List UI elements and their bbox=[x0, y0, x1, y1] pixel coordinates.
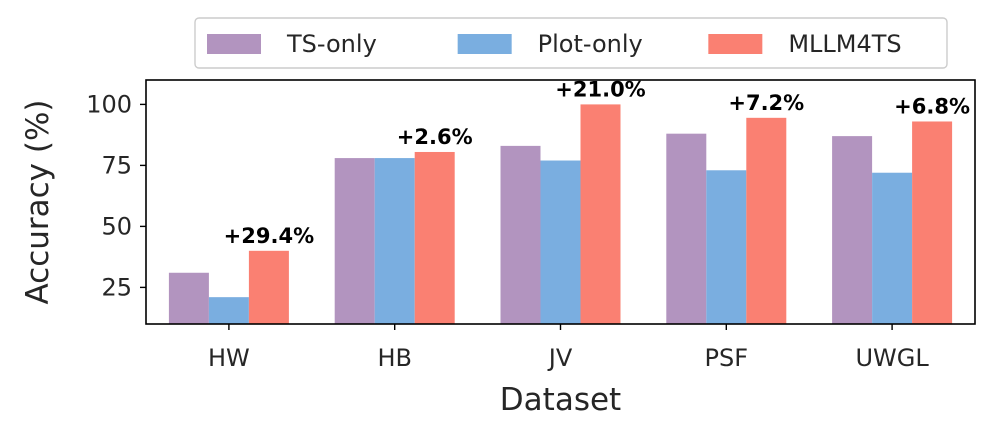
improvement-annotation-hb: +2.6% bbox=[397, 125, 473, 149]
legend-label-plot-only: Plot-only bbox=[538, 30, 643, 58]
bar-mllm4ts-hw bbox=[248, 250, 289, 324]
legend-swatch-plot-only bbox=[457, 34, 512, 54]
improvement-annotation-psf: +7.2% bbox=[728, 91, 804, 115]
x-tick-label-uwgl: UWGL bbox=[855, 344, 929, 372]
x-axis: HW HB JV PSF UWGL bbox=[208, 324, 929, 372]
improvement-annotation-uwgl: +6.8% bbox=[894, 94, 970, 118]
legend-label-mllm4ts: MLLM4TS bbox=[788, 30, 901, 58]
x-tick-label-psf: PSF bbox=[705, 344, 749, 372]
bar-mllm4ts-uwgl bbox=[912, 121, 953, 324]
bar-plot-only-psf bbox=[706, 170, 747, 324]
bar-mllm4ts-jv bbox=[580, 104, 621, 325]
bar-plot-only-hw bbox=[208, 297, 249, 324]
legend-box bbox=[194, 17, 948, 69]
y-axis: 25 50 75 100 bbox=[86, 90, 146, 301]
bars-group bbox=[168, 104, 953, 325]
bar-mllm4ts-hb bbox=[414, 151, 455, 324]
legend-swatch-mllm4ts bbox=[708, 34, 763, 54]
legend: TS-only Plot-only MLLM4TS bbox=[194, 17, 948, 69]
annotations-group: +29.4% +2.6% +21.0% +7.2% +6.8% bbox=[224, 77, 970, 247]
y-tick-label-75: 75 bbox=[101, 151, 132, 179]
y-tick-label-25: 25 bbox=[101, 273, 132, 301]
y-tick-label-50: 50 bbox=[101, 212, 132, 240]
bar-ts-only-hb bbox=[334, 158, 375, 324]
y-axis-title: Accuracy (%) bbox=[20, 99, 56, 304]
x-tick-label-jv: JV bbox=[547, 344, 573, 372]
legend-label-ts-only: TS-only bbox=[286, 30, 377, 58]
x-tick-label-hw: HW bbox=[208, 344, 250, 372]
y-tick-label-100: 100 bbox=[86, 90, 132, 118]
improvement-annotation-jv: +21.0% bbox=[555, 77, 645, 101]
x-axis-title: Dataset bbox=[500, 382, 621, 418]
bar-ts-only-psf bbox=[666, 133, 707, 324]
bar-ts-only-hw bbox=[168, 272, 209, 324]
x-tick-label-hb: HB bbox=[377, 344, 412, 372]
bar-plot-only-uwgl bbox=[872, 172, 913, 324]
improvement-annotation-hw: +29.4% bbox=[224, 224, 314, 248]
bar-ts-only-jv bbox=[500, 145, 541, 324]
bar-plot-only-hb bbox=[374, 158, 415, 324]
bar-plot-only-jv bbox=[540, 160, 581, 324]
legend-swatch-ts-only bbox=[207, 34, 261, 54]
bar-mllm4ts-psf bbox=[746, 117, 787, 324]
bar-ts-only-uwgl bbox=[832, 136, 873, 324]
